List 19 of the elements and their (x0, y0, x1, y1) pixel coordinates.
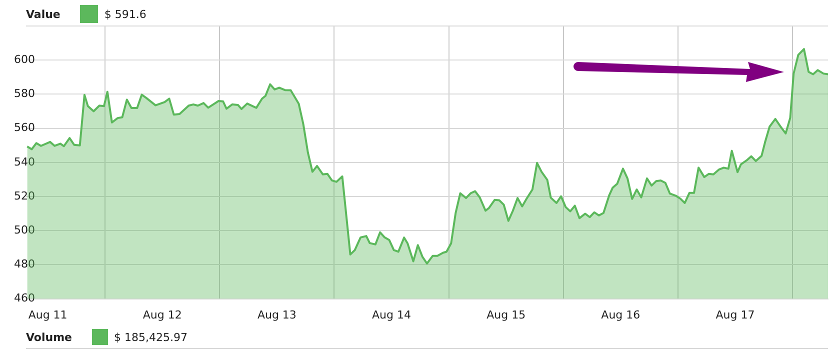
text: Volume (26, 330, 72, 344)
x-tick-label: Aug 14 (372, 308, 412, 322)
y-tick-label: 500 (14, 223, 35, 236)
y-tick-label: 480 (14, 258, 35, 271)
x-tick-label: Aug 13 (257, 308, 296, 322)
x-tick-label: Aug 16 (601, 308, 640, 322)
text: $ 591.6 (104, 8, 146, 20)
x-tick-label: Aug 17 (716, 308, 755, 322)
y-tick-label: 460 (14, 292, 35, 305)
y-tick-label: 540 (14, 155, 35, 168)
y-tick-label: 580 (14, 87, 35, 100)
y-tick-label: 520 (14, 189, 35, 202)
x-tick-label: Aug 15 (486, 308, 526, 322)
text: $ 185,425.97 (114, 330, 188, 344)
y-tick-label: 560 (14, 121, 35, 134)
x-tick-label: Aug 11 (28, 308, 68, 322)
legend-label: Value (26, 8, 60, 20)
y-tick-label: 600 (14, 52, 35, 66)
x-tick-label: Aug 12 (142, 308, 182, 322)
